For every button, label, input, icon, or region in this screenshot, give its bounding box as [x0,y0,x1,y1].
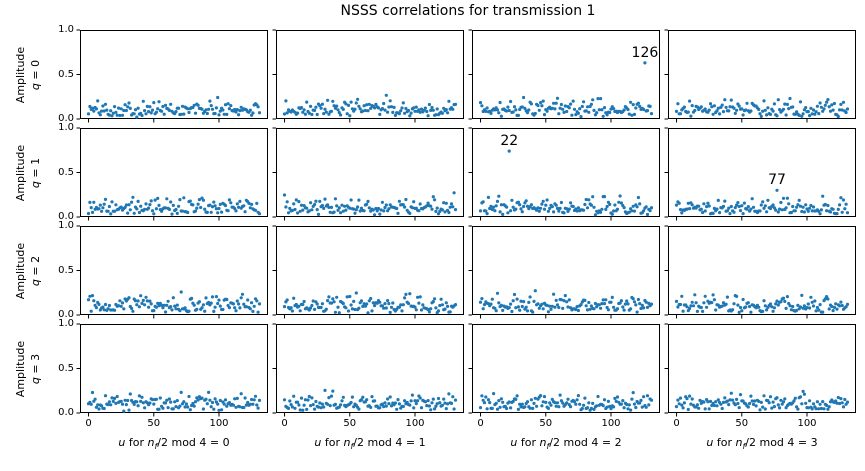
x-tick-label: 50 [147,418,161,429]
x-tick-label: 0 [673,418,680,429]
scatter-series-q2-mod0 [86,290,262,314]
y-tick-label: 0.5 [58,362,74,374]
x-tick-label: 0 [281,418,288,429]
peak-annotation-126: 126 [631,44,659,61]
subplot-q3-mod2 [472,324,660,413]
y-tick-label: 0.5 [58,68,74,80]
scatter-series-q0-mod3 [674,96,850,119]
x-axis-label-mod2: u for nf/2 mod 4 = 2 [510,436,622,452]
peak-annotation-77: 77 [768,172,786,189]
y-tick-label: 1.0 [58,122,74,133]
subplot-q1-mod0 [80,128,268,217]
x-tick-label: 50 [343,418,357,429]
scatter-series-q0-mod1 [282,93,458,118]
x-tick-label: 0 [477,418,484,429]
y-tick-label: 0.5 [58,166,74,178]
scatter-series-q3-mod1 [282,388,458,412]
y-axis-label-q3: Amplitude q = 3 [14,340,42,397]
x-tick-label: 100 [601,418,621,429]
y-tick-label: 0.0 [58,113,74,124]
peak-annotation-22: 22 [500,133,519,150]
subplot-q3-mod0 [80,324,268,413]
subplot-q0-mod0 [80,30,268,119]
subplot-q0-mod3 [668,30,856,119]
y-tick-label: 0.5 [58,264,74,276]
scatter-series-q1-mod2 [478,149,654,217]
y-axis-label-q2: Amplitude q = 2 [14,242,42,299]
scatter-series-q1-mod3 [674,188,850,216]
scatter-series-q2-mod3 [674,293,850,314]
subplot-q3-mod1 [276,324,464,413]
y-tick-label: 0.0 [58,309,74,320]
y-axis-label-q0: Amplitude q = 0 [14,46,42,103]
scatter-series-q1-mod0 [86,195,262,216]
subplot-q2-mod1 [276,226,464,315]
scatter-series-q0-mod2 [478,61,654,119]
figure-title: NSSS correlations for transmission 1 [340,3,596,19]
subplot-q0-mod1 [276,30,464,119]
scatter-series-q1-mod1 [282,191,458,217]
y-tick-label: 0.0 [58,211,74,222]
scatter-series-q0-mod0 [86,95,262,119]
subplot-q1-mod3 [668,128,856,217]
scatter-series-q3-mod2 [478,391,654,412]
subplot-q1-mod1 [276,128,464,217]
x-tick-label: 0 [85,418,92,429]
x-tick-label: 100 [405,418,425,429]
subplot-q0-mod2 [472,30,660,119]
scatter-series-q2-mod2 [478,289,654,314]
x-axis-label-mod3: u for nf/2 mod 4 = 3 [706,436,818,452]
y-tick-label: 1.0 [58,24,74,35]
y-tick-label: 0.0 [58,407,74,418]
x-axis-label-mod0: u for nf/2 mod 4 = 0 [118,436,230,452]
x-axis-label-mod1: u for nf/2 mod 4 = 1 [314,436,426,452]
x-tick-label: 50 [735,418,749,429]
subplot-q2-mod0 [80,226,268,315]
scatter-series-q3-mod3 [674,389,850,412]
scatter-series-q2-mod1 [282,291,458,315]
y-axis-label-q1: Amplitude q = 1 [14,144,42,201]
x-tick-label: 100 [209,418,229,429]
subplot-q3-mod3 [668,324,856,413]
subplot-q1-mod2 [472,128,660,217]
x-tick-label: 50 [539,418,553,429]
subplot-q2-mod2 [472,226,660,315]
subplot-q2-mod3 [668,226,856,315]
x-tick-label: 100 [797,418,817,429]
y-tick-label: 1.0 [58,318,74,329]
y-tick-label: 1.0 [58,220,74,231]
scatter-series-q3-mod0 [86,390,262,413]
